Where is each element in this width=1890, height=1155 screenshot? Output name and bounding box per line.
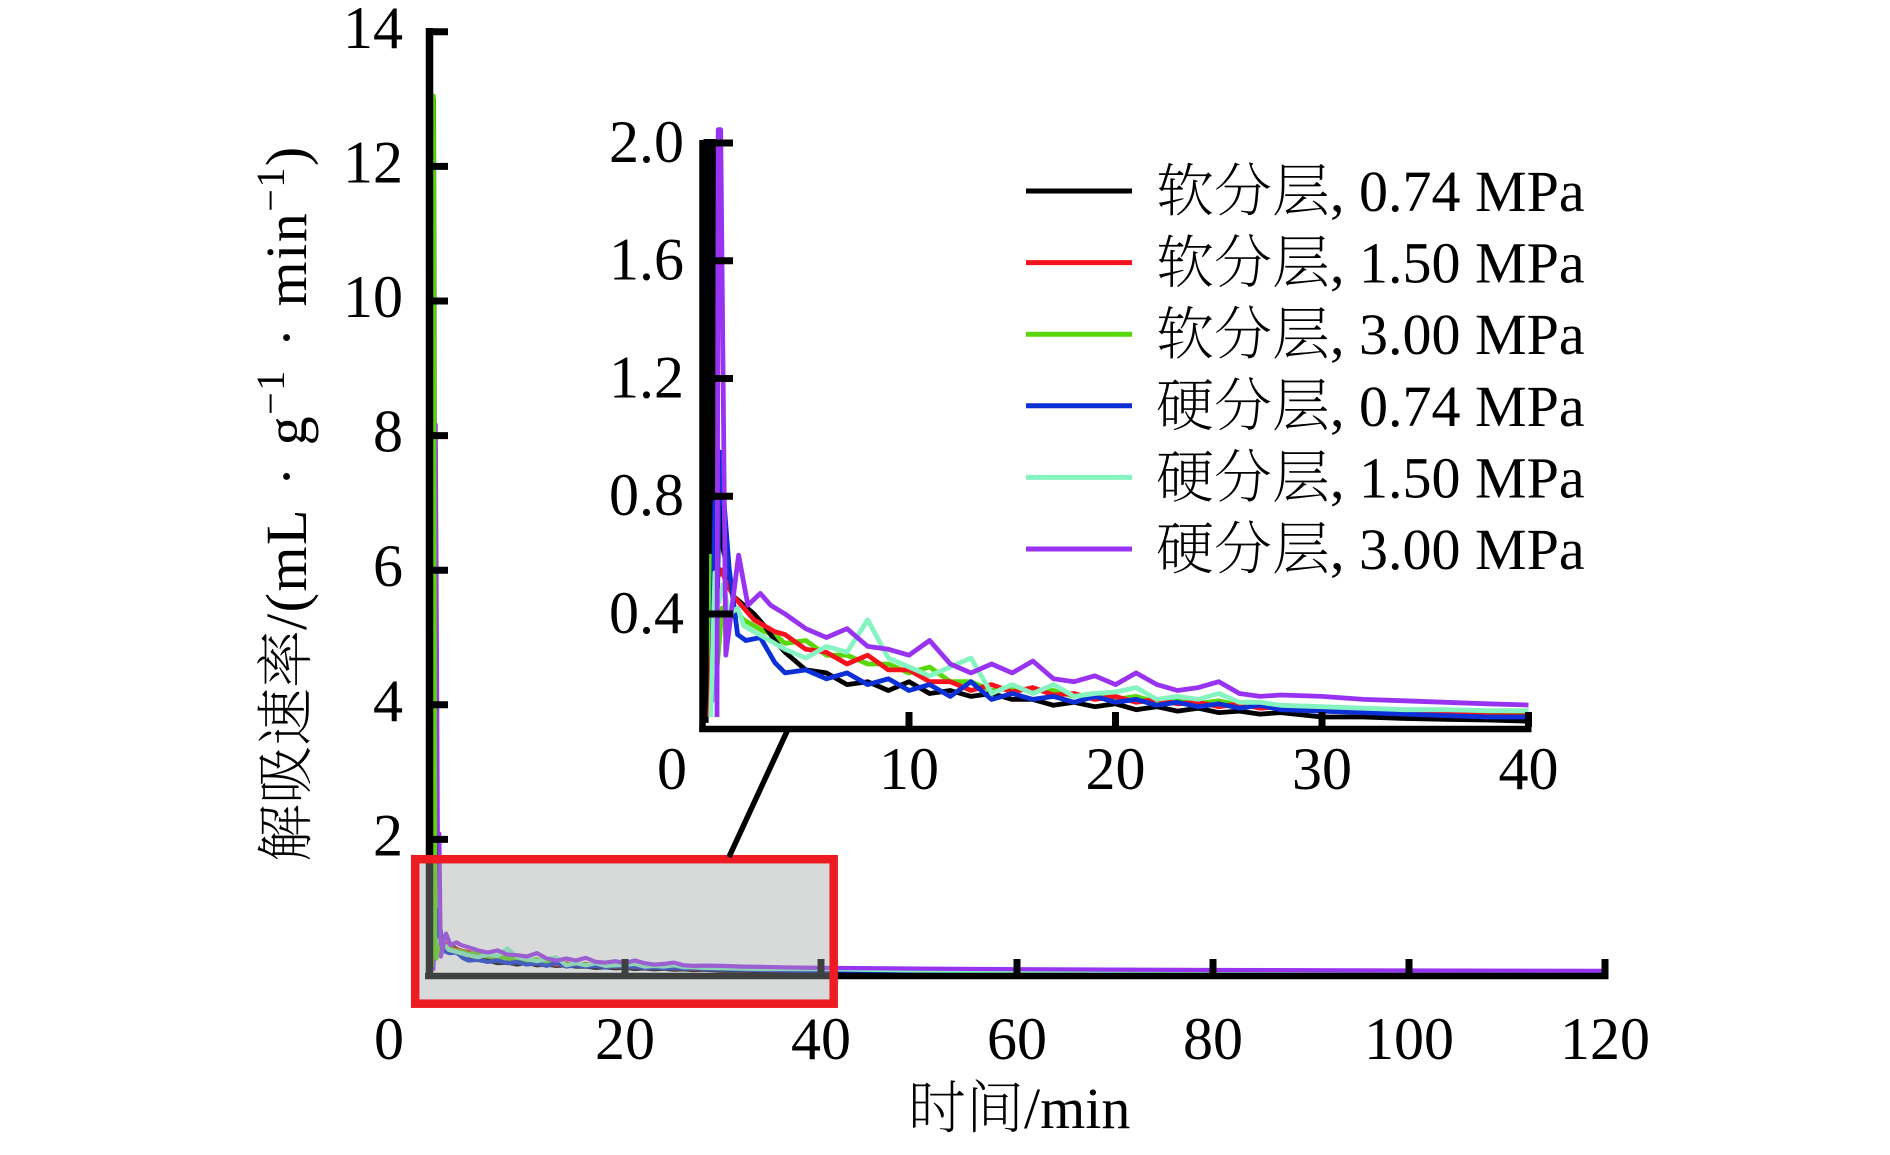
svg-text:8: 8	[373, 399, 403, 465]
svg-text:30: 30	[1292, 736, 1352, 802]
svg-text:120: 120	[1560, 1006, 1650, 1072]
svg-text:100: 100	[1364, 1006, 1454, 1072]
svg-text:, 3.00 MPa: , 3.00 MPa	[1330, 302, 1585, 367]
svg-text:, 0.74 MPa: , 0.74 MPa	[1330, 374, 1585, 439]
svg-text:0: 0	[374, 1006, 404, 1072]
svg-text:2.0: 2.0	[609, 109, 684, 175]
svg-text:0: 0	[657, 736, 687, 802]
svg-text:40: 40	[1499, 736, 1559, 802]
svg-text:10: 10	[343, 264, 403, 330]
svg-text:1.2: 1.2	[609, 345, 684, 411]
svg-text:20: 20	[1086, 736, 1146, 802]
svg-text:20: 20	[595, 1006, 655, 1072]
svg-text:, 0.74 MPa: , 0.74 MPa	[1330, 159, 1585, 224]
svg-text:, 1.50 MPa: , 1.50 MPa	[1330, 231, 1585, 296]
svg-text:80: 80	[1183, 1006, 1243, 1072]
svg-text:6: 6	[373, 533, 403, 599]
svg-text:/min: /min	[1024, 1076, 1130, 1141]
svg-text:4: 4	[373, 668, 403, 734]
svg-text:10: 10	[879, 736, 939, 802]
svg-text:40: 40	[791, 1006, 851, 1072]
svg-text:2: 2	[373, 802, 403, 868]
svg-text:, 1.50 MPa: , 1.50 MPa	[1330, 445, 1585, 510]
svg-text:12: 12	[343, 129, 403, 195]
svg-text:14: 14	[343, 0, 403, 61]
svg-text:60: 60	[987, 1006, 1047, 1072]
svg-text:1.6: 1.6	[609, 227, 684, 293]
svg-text:0.8: 0.8	[609, 462, 684, 528]
svg-text:, 3.00 MPa: , 3.00 MPa	[1330, 517, 1585, 582]
svg-text:0.4: 0.4	[609, 580, 684, 646]
